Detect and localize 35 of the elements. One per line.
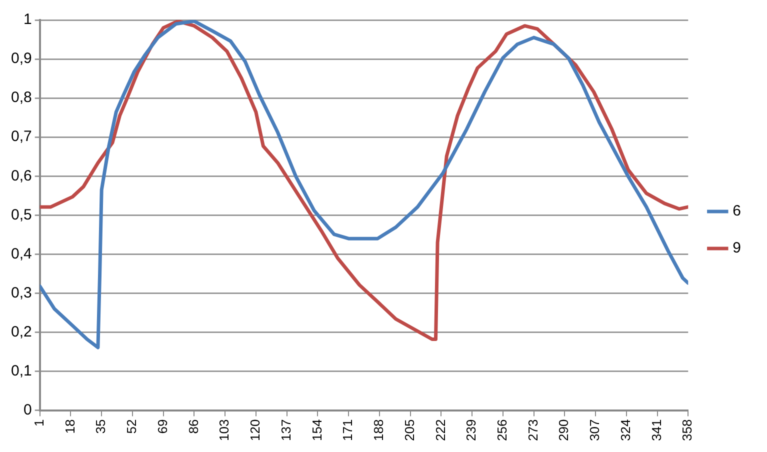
- y-tick-label: 0,3: [10, 284, 32, 302]
- y-tick-label: 0,7: [10, 128, 32, 146]
- x-tick-label: 358: [680, 419, 695, 442]
- x-tick-label: 1: [31, 419, 46, 427]
- x-tick-label: 307: [587, 419, 602, 442]
- y-tick-label: 0,9: [10, 50, 32, 68]
- x-tick-label: 239: [464, 419, 479, 442]
- x-tick-label: 290: [556, 419, 572, 442]
- x-tick-label: 341: [648, 419, 664, 442]
- legend-label: 6: [732, 202, 741, 220]
- x-tick-label: 205: [402, 419, 417, 442]
- x-tick-label: 256: [494, 419, 510, 442]
- y-tick-label: 1: [24, 11, 32, 28]
- y-tick-label: 0,5: [10, 206, 32, 224]
- legend-label: 9: [732, 240, 741, 257]
- x-tick-label: 222: [432, 419, 448, 442]
- x-tick-label: 273: [525, 419, 540, 442]
- x-tick-label: 86: [186, 419, 201, 434]
- x-tick-label: 35: [93, 419, 108, 434]
- x-tick-label: 137: [278, 419, 294, 442]
- x-tick-label: 188: [371, 419, 386, 442]
- x-tick-label: 154: [309, 419, 324, 442]
- x-tick-label: 324: [618, 419, 633, 442]
- y-tick-label: 0,1: [10, 362, 32, 380]
- x-tick-label: 69: [154, 419, 170, 434]
- x-tick-label: 103: [216, 419, 232, 442]
- x-tick-label: 18: [62, 419, 78, 434]
- x-tick-label: 120: [248, 419, 263, 442]
- y-tick-label: 0: [24, 401, 32, 418]
- y-tick-label: 0,4: [10, 245, 32, 262]
- x-tick-label: 171: [340, 419, 356, 442]
- y-tick-label: 0,6: [10, 167, 32, 184]
- y-tick-label: 0,2: [10, 323, 32, 340]
- x-tick-label: 52: [124, 419, 140, 434]
- y-tick-label: 0,8: [10, 89, 32, 106]
